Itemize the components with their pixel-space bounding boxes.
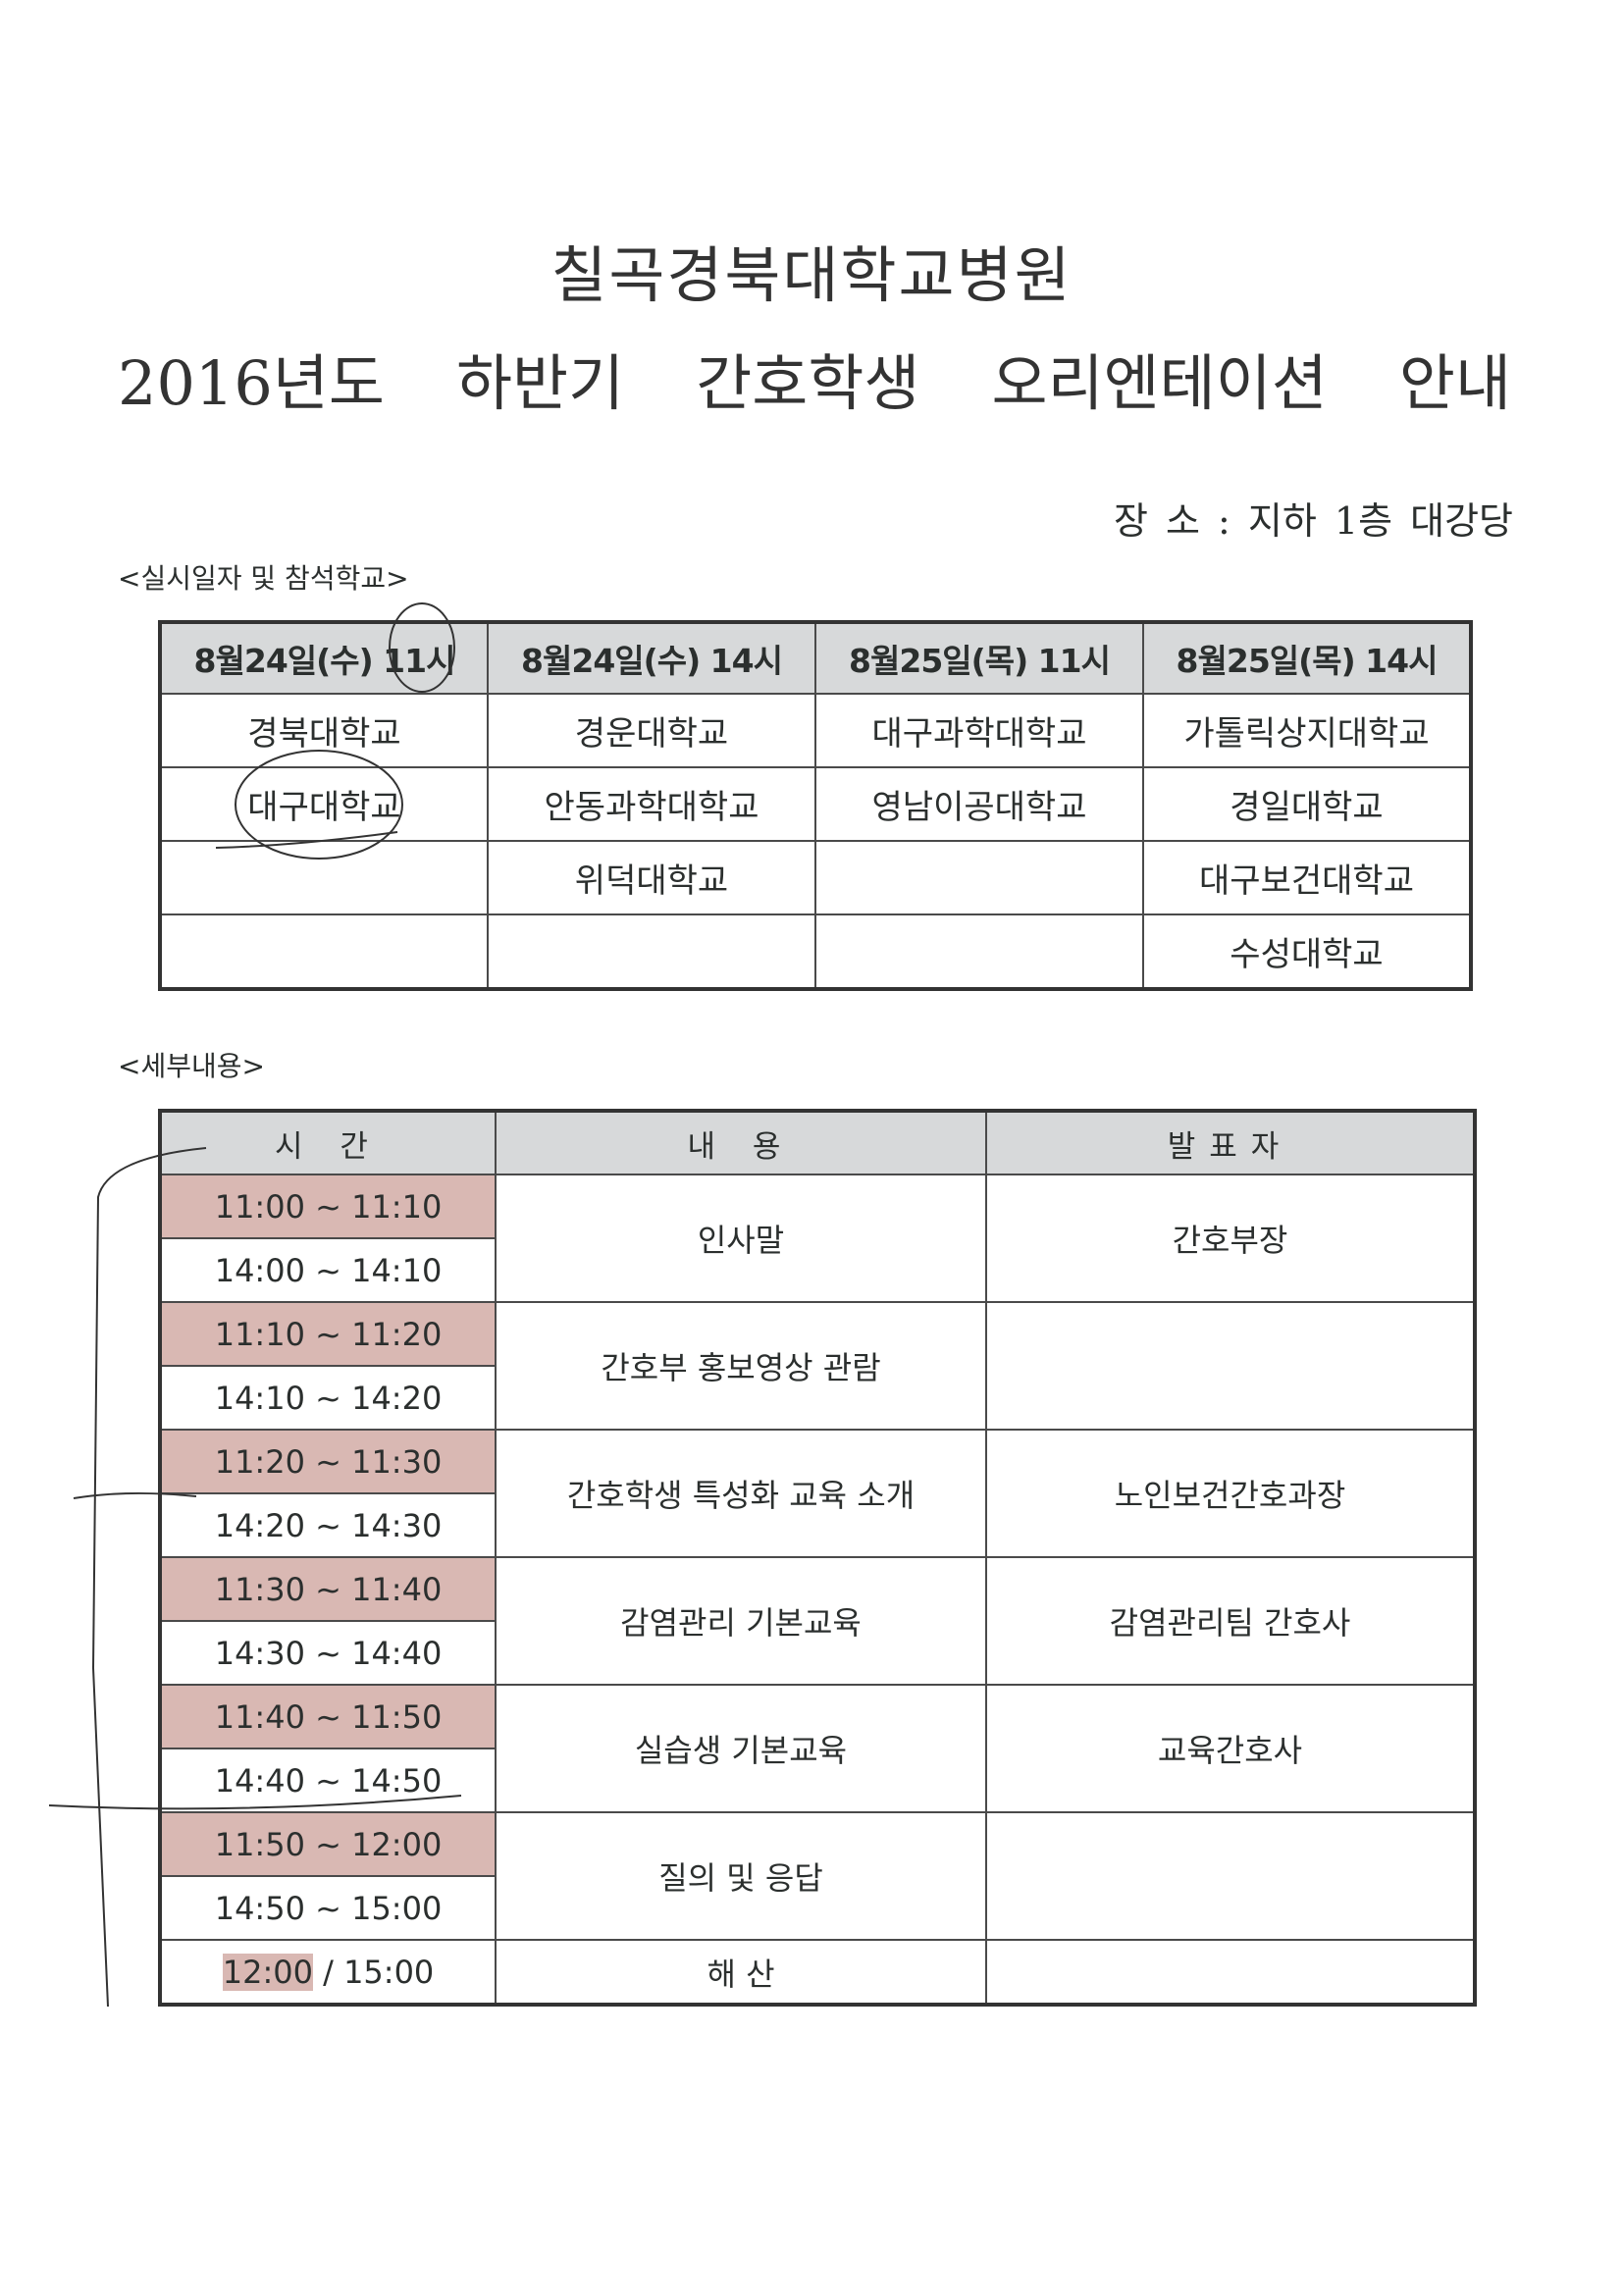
table-row: 11:40 ~ 11:50 실습생 기본교육 교육간호사 [159, 1684, 1476, 1813]
section-label-details: <세부내용> [118, 1050, 265, 1082]
content-cell: 질의 및 응답 [495, 1811, 987, 1941]
end-time-sep: / [312, 1953, 344, 1991]
column-header: 8월24일(수) 11시 [159, 621, 489, 695]
time-am: 11:40 ~ 11:50 [159, 1684, 497, 1749]
table-row: 11:20 ~ 11:30 간호학생 특성화 교육 소개 노인보건간호과장 [159, 1429, 1476, 1558]
school-cell [814, 840, 1144, 915]
time-am: 11:50 ~ 12:00 [159, 1811, 497, 1877]
end-content: 해 산 [495, 1939, 987, 2006]
presenter-cell [985, 1811, 1476, 1941]
school-cell: 가톨릭상지대학교 [1142, 693, 1472, 768]
time-pm: 14:10 ~ 14:20 [159, 1365, 497, 1431]
time-pm: 14:50 ~ 15:00 [159, 1875, 497, 1941]
table-header-row: 시 간 내 용 발표자 [159, 1110, 1476, 1175]
column-header: 8월25일(목) 11시 [814, 621, 1144, 695]
hospital-name: 칠곡경북대학교병원 [550, 239, 1073, 311]
time-pm: 14:00 ~ 14:10 [159, 1237, 497, 1303]
content-cell: 실습생 기본교육 [495, 1684, 987, 1813]
column-header: 8월24일(수) 14시 [487, 621, 816, 695]
school-cell [159, 913, 489, 990]
time-pm: 14:40 ~ 14:50 [159, 1748, 497, 1813]
table-row: 11:50 ~ 12:00 질의 및 응답 [159, 1811, 1476, 1941]
table-row: 14:00 ~ 14:10 [159, 1237, 1475, 1303]
column-header: 8월25일(목) 14시 [1142, 621, 1472, 695]
time-am: 11:10 ~ 11:20 [159, 1301, 497, 1367]
end-time-am: 12:00 [222, 1953, 313, 1991]
column-header-time: 시 간 [159, 1110, 497, 1175]
school-cell: 대구보건대학교 [1142, 840, 1472, 915]
school-cell: 대구과학대학교 [814, 693, 1144, 768]
end-time: 12:00 / 15:00 [159, 1939, 497, 2006]
table-row: 수성대학교 [159, 913, 1472, 990]
time-pm: 14:30 ~ 14:40 [159, 1620, 497, 1686]
end-time-pm: 15:00 [343, 1953, 435, 1991]
school-cell: 수성대학교 [1142, 913, 1472, 990]
table-row-end: 12:00 / 15:00 해 산 [159, 1939, 1476, 2006]
detail-table: 시 간 내 용 발표자 11:00 ~ 11:10 인사말 간호부장 14:00 ~ … [158, 1109, 1477, 2007]
presenter-cell: 간호부장 [985, 1174, 1476, 1303]
presenter-cell [985, 1301, 1476, 1431]
school-cell [814, 913, 1144, 990]
content-cell: 간호학생 특성화 교육 소개 [495, 1429, 987, 1558]
location: 장 소 : 지하 1층 대강당 [1113, 499, 1513, 543]
school-cell [487, 913, 816, 990]
presenter-cell: 감염관리팀 간호사 [985, 1556, 1476, 1686]
school-cell: 대구대학교 [159, 766, 489, 842]
document-title: 2016년도 하반기 간호학생 오리엔테이션 안내 [118, 347, 1511, 419]
presenter-cell: 교육간호사 [985, 1684, 1476, 1813]
column-header-presenter: 발표자 [985, 1110, 1476, 1175]
content-cell: 간호부 홍보영상 관람 [495, 1301, 987, 1431]
table-row: 11:10 ~ 11:20 간호부 홍보영상 관람 [159, 1301, 1476, 1431]
school-cell [159, 840, 489, 915]
school-cell: 위덕대학교 [487, 840, 816, 915]
time-pm: 14:20 ~ 14:30 [159, 1492, 497, 1558]
content-cell: 감염관리 기본교육 [495, 1556, 987, 1686]
time-am: 11:20 ~ 11:30 [159, 1429, 497, 1494]
table-row: 14:30 ~ 14:40 [159, 1620, 1475, 1686]
content-cell: 인사말 [495, 1174, 987, 1303]
table-row: 경북대학교 경운대학교 대구과학대학교 가톨릭상지대학교 [159, 693, 1472, 768]
schools-table: 8월24일(수) 11시 8월24일(수) 14시 8월25일(목) 11시 8… [158, 620, 1473, 991]
school-cell: 경운대학교 [487, 693, 816, 768]
table-row: 11:00 ~ 11:10 인사말 간호부장 [159, 1174, 1476, 1303]
table-row: 11:30 ~ 11:40 감염관리 기본교육 감염관리팀 간호사 [159, 1556, 1476, 1686]
school-cell: 경일대학교 [1142, 766, 1472, 842]
table-row: 14:10 ~ 14:20 [159, 1365, 1475, 1431]
school-cell: 경북대학교 [159, 693, 489, 768]
table-row: 대구대학교 안동과학대학교 영남이공대학교 경일대학교 [159, 766, 1472, 842]
table-row: 14:20 ~ 14:30 [159, 1492, 1475, 1558]
school-cell: 영남이공대학교 [814, 766, 1144, 842]
time-am: 11:30 ~ 11:40 [159, 1556, 497, 1622]
section-label-schedule: <실시일자 및 참석학교> [118, 562, 409, 595]
presenter-cell: 노인보건간호과장 [985, 1429, 1476, 1558]
table-row: 위덕대학교 대구보건대학교 [159, 840, 1472, 915]
table-header-row: 8월24일(수) 11시 8월24일(수) 14시 8월25일(목) 11시 8… [159, 621, 1472, 695]
end-presenter [985, 1939, 1476, 2006]
time-am: 11:00 ~ 11:10 [159, 1174, 497, 1239]
school-cell: 안동과학대학교 [487, 766, 816, 842]
column-header-content: 내 용 [495, 1110, 987, 1175]
